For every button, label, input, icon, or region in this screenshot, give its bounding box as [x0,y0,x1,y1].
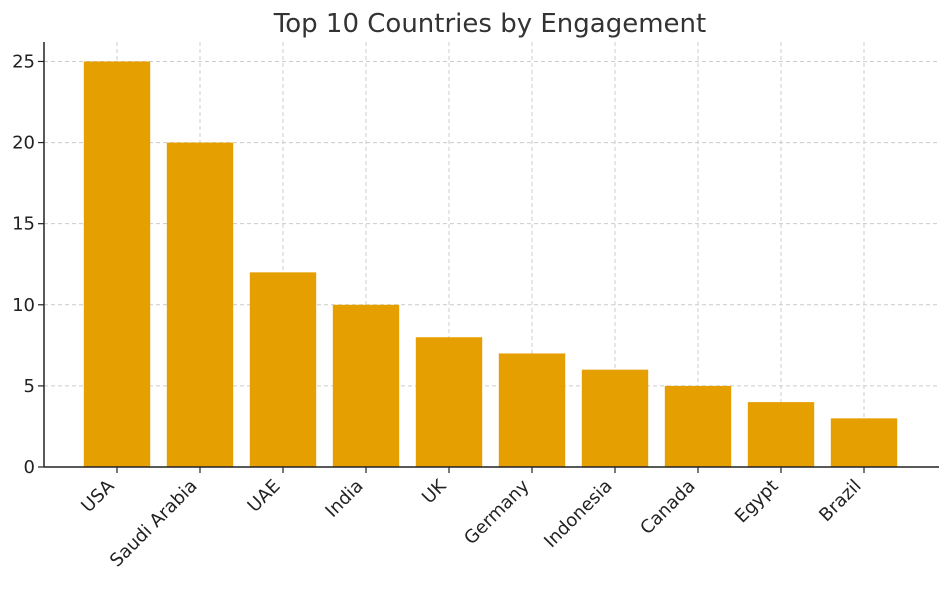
bar [498,353,566,467]
x-tick-label: Indonesia [540,476,616,552]
bar [664,385,732,467]
x-tick-label: India [321,476,367,522]
x-tick-label: USA [77,475,119,517]
y-tick-label: 15 [12,214,35,235]
x-tick-label: Canada [636,476,699,539]
bar [332,304,400,467]
y-tick-label: 10 [12,295,35,316]
bar [249,272,317,467]
x-tick-label: UK [418,475,451,508]
y-tick-label: 20 [12,133,35,154]
bar [166,142,234,468]
y-tick-label: 0 [24,457,35,478]
x-tick-label: Egypt [731,476,783,528]
bar [415,337,483,467]
chart-title: Top 10 Countries by Engagement [273,9,706,39]
x-tick-label: Brazil [815,476,865,526]
axes [43,42,939,468]
x-tick-label: Saudi Arabia [106,476,202,572]
y-tick-label: 5 [24,376,35,397]
bar [747,402,815,467]
bar [581,369,649,467]
y-tick-label: 25 [12,51,35,72]
x-tick-label: Germany [460,475,534,549]
bar [83,61,151,468]
y-axis-ticks: 0 5 10 15 20 25 [12,51,44,478]
x-tick-label: UAE [244,476,285,517]
bar [830,418,898,467]
bars [83,61,898,468]
